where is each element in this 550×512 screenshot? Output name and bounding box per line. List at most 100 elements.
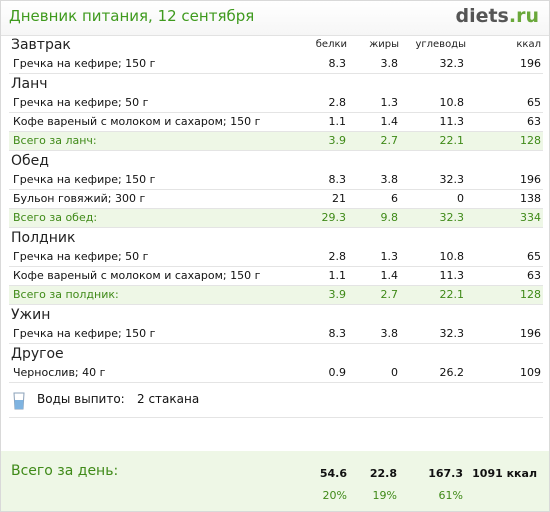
food-row[interactable]: Гречка на кефире; 150 г 8.3 3.8 32.3 196 [9,325,543,344]
meal-title-label: Ланч [11,76,48,92]
total-carbs: 22.1 [439,288,465,301]
meal-total-row: Всего за ланч: 3.9 2.7 22.1 128 [9,132,543,151]
total-kcal: 128 [520,288,541,301]
meal-total-row: Всего за полдник: 3.9 2.7 22.1 128 [9,286,543,305]
meal-section: Полдник Гречка на кефире; 50 г 2.8 1.3 10.8 6… [1,228,549,305]
water-value: 2 стакана [137,392,200,406]
day-fat: 22.8 [369,467,397,480]
water-row: Воды выпито: 2 стакана [9,383,543,418]
meal-total-label: Всего за ланч: [13,134,97,147]
meal-section: Другое Чернослив; 40 г 0.9 0 26.2 109 [1,344,549,383]
food-name[interactable]: Чернослив; 40 г [13,366,106,379]
total-carbs: 22.1 [439,134,465,147]
meal-title: Ужин [1,305,549,325]
meal-title-label: Обед [11,153,49,169]
food-carbs: 32.3 [439,57,465,70]
total-carbs: 32.3 [439,211,465,224]
food-carbs: 0 [457,192,464,205]
total-fat: 9.8 [380,211,399,224]
site-logo[interactable]: diets.ru [455,5,539,27]
water-label: Воды выпито: [37,392,125,406]
food-kcal: 63 [527,115,541,128]
food-name[interactable]: Бульон говяжий; 300 г [13,192,146,205]
meal-title: Ланч [1,74,549,94]
page-title: Дневник питания, 12 сентября [9,7,255,25]
food-row[interactable]: Чернослив; 40 г 0.9 0 26.2 109 [9,364,543,383]
day-kcal: 1091 ккал [472,467,537,480]
day-protein-pct: 20% [322,489,347,502]
meal-section: Ланч Гречка на кефире; 50 г 2.8 1.3 10.8 65 Ко… [1,74,549,151]
food-name[interactable]: Кофе вареный с молоком и сахаром; 150 г [13,115,261,128]
meal-total-label: Всего за полдник: [13,288,119,301]
total-kcal: 334 [520,211,541,224]
day-protein: 54.6 [319,467,347,480]
column-header-kcal: ккал [516,39,541,50]
column-headers: белки жиры углеводы ккал [1,35,549,55]
meal-section: Обед Гречка на кефире; 150 г 8.3 3.8 32.3 196… [1,151,549,228]
meal-title: Обед [1,151,549,171]
food-row[interactable]: Гречка на кефире; 50 г 2.8 1.3 10.8 65 [9,94,543,113]
food-carbs: 11.3 [439,115,465,128]
food-protein: 2.8 [328,96,347,109]
food-protein: 8.3 [328,57,347,70]
food-name[interactable]: Гречка на кефире; 50 г [13,96,149,109]
food-row[interactable]: Кофе вареный с молоком и сахаром; 150 г 1… [9,267,543,286]
food-fat: 1.4 [380,269,399,282]
header: Дневник питания, 12 сентября diets.ru [1,1,549,36]
diary-content: Завтрак белки жиры углеводы ккал Гречка на ке… [1,35,549,418]
food-name[interactable]: Гречка на кефире; 150 г [13,327,156,340]
food-carbs: 10.8 [439,250,465,263]
day-carbs: 167.3 [428,467,463,480]
logo-main: diets [455,5,509,27]
food-name[interactable]: Гречка на кефире; 50 г [13,250,149,263]
food-fat: 3.8 [380,327,399,340]
food-fat: 1.4 [380,115,399,128]
meal-total-row: Всего за обед: 29.3 9.8 32.3 334 [9,209,543,228]
food-kcal: 65 [527,250,541,263]
column-header-protein: белки [315,39,347,50]
food-protein: 2.8 [328,250,347,263]
food-row[interactable]: Гречка на кефире; 150 г 8.3 3.8 32.3 196 [9,55,543,74]
total-protein: 29.3 [321,211,347,224]
water-glass-icon [13,392,25,410]
food-name[interactable]: Кофе вареный с молоком и сахаром; 150 г [13,269,261,282]
logo-suffix: .ru [508,5,539,27]
food-fat: 1.3 [380,96,399,109]
food-fat: 3.8 [380,173,399,186]
meal-section: Ужин Гречка на кефире; 150 г 8.3 3.8 32.3 196 [1,305,549,344]
meal-title-label: Завтрак [11,37,71,53]
total-protein: 3.9 [328,134,347,147]
total-fat: 2.7 [380,134,399,147]
food-protein: 0.9 [328,366,347,379]
day-fat-pct: 19% [372,489,397,502]
food-protein: 1.1 [328,269,347,282]
column-header-carbs: углеводы [415,39,466,50]
total-protein: 3.9 [328,288,347,301]
food-name[interactable]: Гречка на кефире; 150 г [13,173,156,186]
meal-title-label: Полдник [11,230,76,246]
food-kcal: 109 [520,366,541,379]
meal-title: Завтрак белки жиры углеводы ккал [1,35,549,55]
food-row[interactable]: Кофе вареный с молоком и сахаром; 150 г 1… [9,113,543,132]
meal-section: Завтрак белки жиры углеводы ккал Гречка на ке… [1,35,549,74]
food-fat: 1.3 [380,250,399,263]
meal-sections: Завтрак белки жиры углеводы ккал Гречка на ке… [1,35,549,383]
total-fat: 2.7 [380,288,399,301]
column-header-fat: жиры [369,39,399,50]
food-row[interactable]: Гречка на кефире; 150 г 8.3 3.8 32.3 196 [9,171,543,190]
food-protein: 1.1 [328,115,347,128]
food-protein: 8.3 [328,173,347,186]
food-protein: 21 [332,192,346,205]
meal-title: Другое [1,344,549,364]
food-carbs: 32.3 [439,173,465,186]
food-name[interactable]: Гречка на кефире; 150 г [13,57,156,70]
food-carbs: 10.8 [439,96,465,109]
food-row[interactable]: Гречка на кефире; 50 г 2.8 1.3 10.8 65 [9,248,543,267]
food-kcal: 196 [520,173,541,186]
food-row[interactable]: Бульон говяжий; 300 г 21 6 0 138 [9,190,543,209]
meal-total-label: Всего за обед: [13,211,98,224]
meal-title-label: Другое [11,346,64,362]
food-kcal: 196 [520,57,541,70]
day-carbs-pct: 61% [438,489,463,502]
